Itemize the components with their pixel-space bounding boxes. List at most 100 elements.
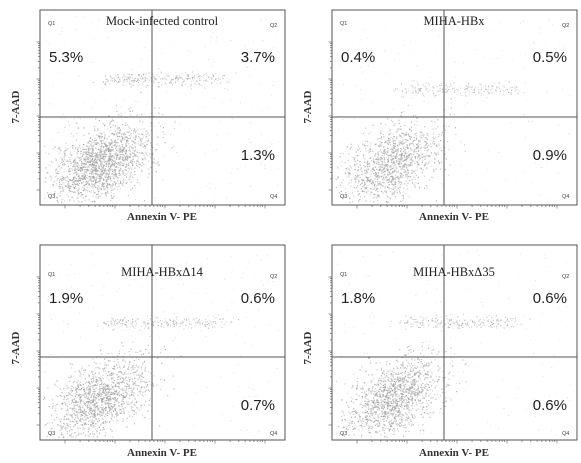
cell-dot xyxy=(169,82,171,84)
cell-dot xyxy=(137,408,139,410)
cell-dot xyxy=(418,159,420,161)
cell-dot xyxy=(140,387,142,389)
cell-dot xyxy=(397,170,399,172)
cell-dot xyxy=(92,177,94,179)
cell-dot xyxy=(112,184,114,186)
cell-dot xyxy=(384,142,386,144)
cell-dot xyxy=(126,394,128,396)
cell-dot xyxy=(420,146,422,148)
cell-dot xyxy=(102,386,104,388)
cell-dot xyxy=(354,157,356,159)
cell-dot xyxy=(106,169,108,171)
cell-dot xyxy=(105,400,108,402)
cell-dot xyxy=(78,179,80,181)
cell-dot xyxy=(96,428,99,430)
q3-label: Q3 xyxy=(48,194,55,200)
cell-dot xyxy=(90,154,92,156)
cell-dot xyxy=(84,164,86,166)
cell-dot xyxy=(186,74,188,76)
cell-dot xyxy=(412,92,414,94)
cell-dot xyxy=(418,141,420,143)
cell-dot xyxy=(203,74,205,76)
cell-dot xyxy=(83,134,85,136)
cell-dot xyxy=(207,81,209,83)
cell-dot xyxy=(93,168,95,170)
cell-dot xyxy=(407,195,409,197)
cell-dot xyxy=(90,191,92,194)
cell-dot xyxy=(108,152,111,154)
cell-dot xyxy=(383,149,384,150)
cell-dot xyxy=(128,394,130,396)
cell-dot xyxy=(58,181,61,183)
cell-dot xyxy=(381,164,383,166)
cell-dot xyxy=(477,86,479,88)
cell-dot xyxy=(496,86,498,88)
cell-dot xyxy=(384,164,386,166)
cell-dot xyxy=(52,138,54,140)
cell-dot xyxy=(93,361,96,363)
cell-dot xyxy=(369,181,371,183)
cell-dot xyxy=(114,404,116,406)
cell-dot xyxy=(350,143,352,145)
cell-dot xyxy=(137,85,139,87)
cell-dot xyxy=(78,193,80,195)
cell-dot xyxy=(385,163,387,165)
cell-dot xyxy=(386,177,388,179)
cell-dot xyxy=(83,171,86,173)
cell-dot xyxy=(82,412,84,414)
cell-dot xyxy=(85,405,87,407)
cell-dot xyxy=(95,142,97,144)
cell-dot xyxy=(380,137,382,139)
cell-dot xyxy=(110,184,112,186)
cell-dot xyxy=(107,183,109,185)
cell-dot xyxy=(126,417,128,419)
cell-dot xyxy=(85,152,87,154)
cell-dot xyxy=(88,176,90,178)
cell-dot xyxy=(102,409,104,411)
cell-dot xyxy=(82,426,84,428)
cell-dot xyxy=(253,41,255,43)
cell-dot xyxy=(115,141,117,143)
cell-dot xyxy=(107,128,109,130)
cell-dot xyxy=(134,154,136,156)
cell-dot xyxy=(251,108,252,110)
cell-dot xyxy=(103,156,105,158)
cell-dot xyxy=(79,418,81,421)
cell-dot xyxy=(88,161,90,163)
cell-dot xyxy=(95,384,97,386)
cell-dot xyxy=(77,163,79,165)
cell-dot xyxy=(539,164,541,166)
cell-dot xyxy=(353,118,355,120)
cell-dot xyxy=(86,145,88,147)
cell-dot xyxy=(73,118,75,120)
cell-dot xyxy=(375,176,377,178)
cell-dot xyxy=(95,428,97,430)
cell-dot xyxy=(84,160,86,162)
cell-dot xyxy=(112,141,114,143)
cell-dot xyxy=(91,410,93,412)
dot-cloud xyxy=(43,253,281,439)
cell-dot xyxy=(408,165,410,167)
cell-dot xyxy=(99,161,101,163)
cell-dot xyxy=(129,157,132,159)
cell-dot xyxy=(111,161,113,163)
cell-dot xyxy=(226,196,228,198)
cell-dot xyxy=(83,187,85,189)
cell-dot xyxy=(138,390,140,393)
cell-dot xyxy=(404,142,406,144)
cell-dot xyxy=(89,393,91,395)
cell-dot xyxy=(112,368,114,370)
cell-dot xyxy=(87,153,89,155)
cell-dot xyxy=(129,177,131,179)
cell-dot xyxy=(98,185,99,187)
cell-dot xyxy=(396,160,398,162)
cell-dot xyxy=(408,176,410,178)
cell-dot xyxy=(77,416,79,418)
cell-dot xyxy=(372,159,375,161)
cell-dot xyxy=(131,151,133,154)
cell-dot xyxy=(396,171,398,173)
cell-dot xyxy=(113,416,115,418)
cell-dot xyxy=(127,403,129,405)
cell-dot xyxy=(83,412,85,414)
cell-dot xyxy=(123,163,125,165)
